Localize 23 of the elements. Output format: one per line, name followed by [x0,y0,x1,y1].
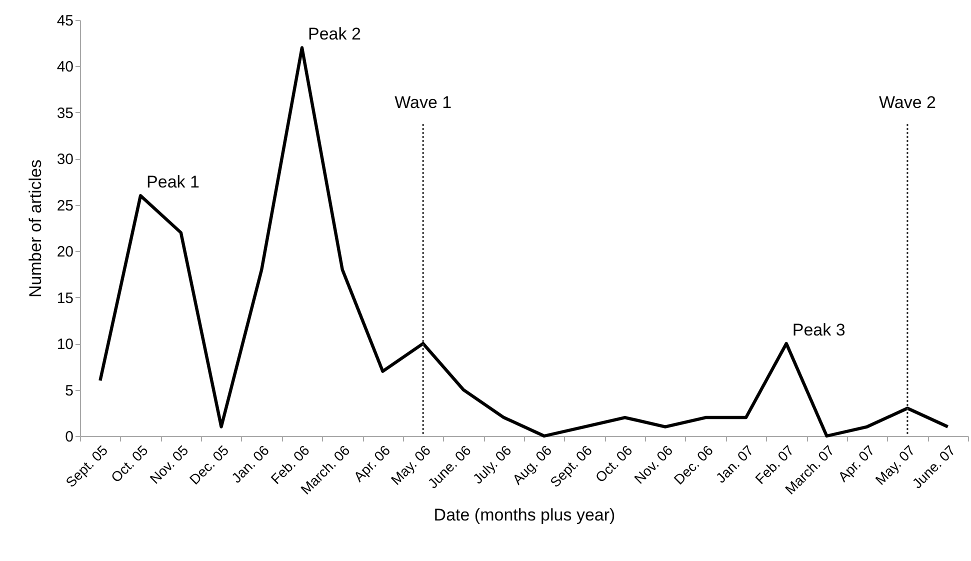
y-tick-label: 40 [56,58,74,76]
x-axis-title: Date (months plus year) [434,505,616,524]
ref-line-label: Wave 1 [394,93,452,112]
y-tick-label: 45 [56,12,74,30]
x-tick-label: Dec. 06 [670,442,716,488]
y-tick-label: 15 [56,290,74,307]
y-tick-label: 10 [56,336,74,354]
y-tick-label: 25 [56,197,74,214]
line-series [98,46,950,438]
annotation: Peak 1 [146,172,200,192]
y-tick-label: 5 [65,382,74,400]
annotation: Peak 2 [308,24,361,44]
y-tick-label: 35 [56,104,74,122]
x-tick-label: Oct. 06 [592,442,636,486]
ref-line-label: Wave 2 [878,93,936,112]
y-tick-label: 20 [56,244,74,261]
y-tick-label: 0 [65,428,74,446]
x-tick-label: Oct. 05 [108,442,152,486]
x-tick-label: Dec. 05 [186,442,232,488]
y-axis-title: Number of articles [26,160,45,298]
y-tick-label: 30 [56,151,74,168]
annotation: Peak 3 [792,320,846,340]
x-tick-label: July. 06 [470,442,514,487]
